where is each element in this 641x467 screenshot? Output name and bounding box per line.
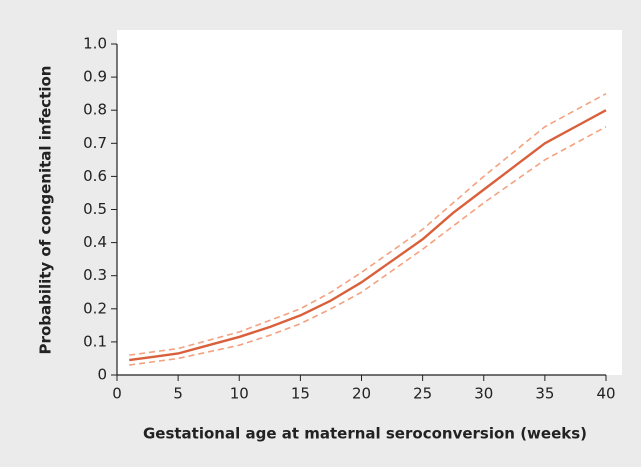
y-tick-label: 0.9 — [83, 68, 107, 86]
plot-area — [117, 30, 622, 375]
y-tick-label: 0.7 — [83, 134, 107, 152]
x-tick-label: 35 — [535, 385, 554, 403]
x-tick-label: 20 — [352, 385, 371, 403]
line-series — [129, 109, 607, 362]
line-series — [129, 126, 607, 366]
y-tick-label: 0.1 — [83, 332, 107, 350]
y-tick-label: 0.4 — [83, 233, 107, 251]
x-axis-label: Gestational age at maternal seroconversi… — [143, 425, 587, 443]
x-tick-label: 40 — [596, 385, 615, 403]
y-tick-label: 0.6 — [83, 167, 107, 185]
x-tick-label: 30 — [474, 385, 493, 403]
line-series — [129, 92, 607, 356]
y-tick-label: 0 — [97, 366, 107, 384]
x-tick-label: 5 — [173, 385, 183, 403]
x-tick-label: 10 — [230, 385, 249, 403]
y-axis-label: Probability of congenital infection — [37, 66, 55, 355]
x-tick-label: 25 — [413, 385, 432, 403]
y-tick-label: 0.8 — [83, 101, 107, 119]
y-tick-label: 1.0 — [83, 35, 107, 53]
y-tick-label: 0.3 — [83, 266, 107, 284]
y-tick-label: 0.5 — [83, 200, 107, 218]
x-tick-label: 15 — [291, 385, 310, 403]
x-tick-label: 0 — [112, 385, 122, 403]
y-tick-label: 0.2 — [83, 299, 107, 317]
